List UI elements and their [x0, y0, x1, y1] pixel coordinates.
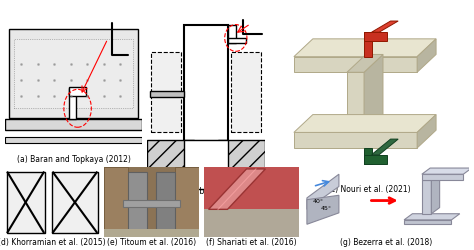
- Text: 45°: 45°: [321, 206, 332, 210]
- Polygon shape: [307, 196, 339, 224]
- Polygon shape: [422, 168, 472, 174]
- Bar: [218, 140, 265, 190]
- Bar: [52, 172, 98, 233]
- Bar: [5, 138, 142, 143]
- Polygon shape: [404, 214, 460, 220]
- Bar: [231, 53, 261, 133]
- Bar: [9, 30, 138, 118]
- Bar: [69, 88, 76, 120]
- Polygon shape: [431, 174, 439, 214]
- Bar: [7, 172, 45, 233]
- Bar: [104, 229, 199, 237]
- Polygon shape: [347, 55, 383, 73]
- Bar: [204, 210, 299, 238]
- Bar: [69, 88, 86, 96]
- Polygon shape: [294, 133, 417, 148]
- Text: (f) Shariati et al. (2016): (f) Shariati et al. (2016): [206, 238, 297, 246]
- Polygon shape: [404, 220, 451, 224]
- Polygon shape: [364, 55, 383, 133]
- Bar: [184, 140, 228, 190]
- Bar: [156, 172, 175, 233]
- Text: (a) Baran and Topkaya (2012): (a) Baran and Topkaya (2012): [17, 155, 130, 164]
- Bar: [175, 168, 199, 238]
- Text: (b) Tahmasbi et al. (2016): (b) Tahmasbi et al. (2016): [157, 186, 255, 195]
- Text: (c) Nouri et al. (2021): (c) Nouri et al. (2021): [328, 184, 411, 193]
- Polygon shape: [209, 169, 265, 209]
- Polygon shape: [372, 140, 398, 155]
- Polygon shape: [364, 155, 387, 164]
- Bar: [150, 91, 184, 97]
- Bar: [123, 200, 180, 207]
- Polygon shape: [364, 33, 387, 42]
- Bar: [5, 120, 142, 131]
- Bar: [228, 39, 246, 44]
- Polygon shape: [294, 58, 417, 73]
- Polygon shape: [294, 40, 436, 58]
- Polygon shape: [417, 40, 436, 73]
- Text: (g) Bezerra et al. (2018): (g) Bezerra et al. (2018): [340, 238, 432, 246]
- Polygon shape: [294, 115, 436, 133]
- Bar: [104, 168, 128, 238]
- Bar: [228, 26, 236, 44]
- Polygon shape: [422, 174, 463, 180]
- Text: 40°: 40°: [313, 198, 324, 203]
- Bar: [14, 40, 133, 109]
- Polygon shape: [422, 180, 431, 214]
- Bar: [151, 53, 181, 133]
- Bar: [184, 26, 228, 142]
- Polygon shape: [307, 174, 339, 210]
- Polygon shape: [364, 148, 372, 164]
- Polygon shape: [364, 33, 372, 58]
- Bar: [128, 172, 147, 233]
- Polygon shape: [417, 115, 436, 148]
- Polygon shape: [347, 73, 364, 133]
- Text: (d) Khorramian et al. (2015): (d) Khorramian et al. (2015): [0, 238, 106, 246]
- Text: (e) Titoum et al. (2016): (e) Titoum et al. (2016): [107, 238, 196, 246]
- Polygon shape: [372, 22, 398, 33]
- Bar: [147, 140, 194, 190]
